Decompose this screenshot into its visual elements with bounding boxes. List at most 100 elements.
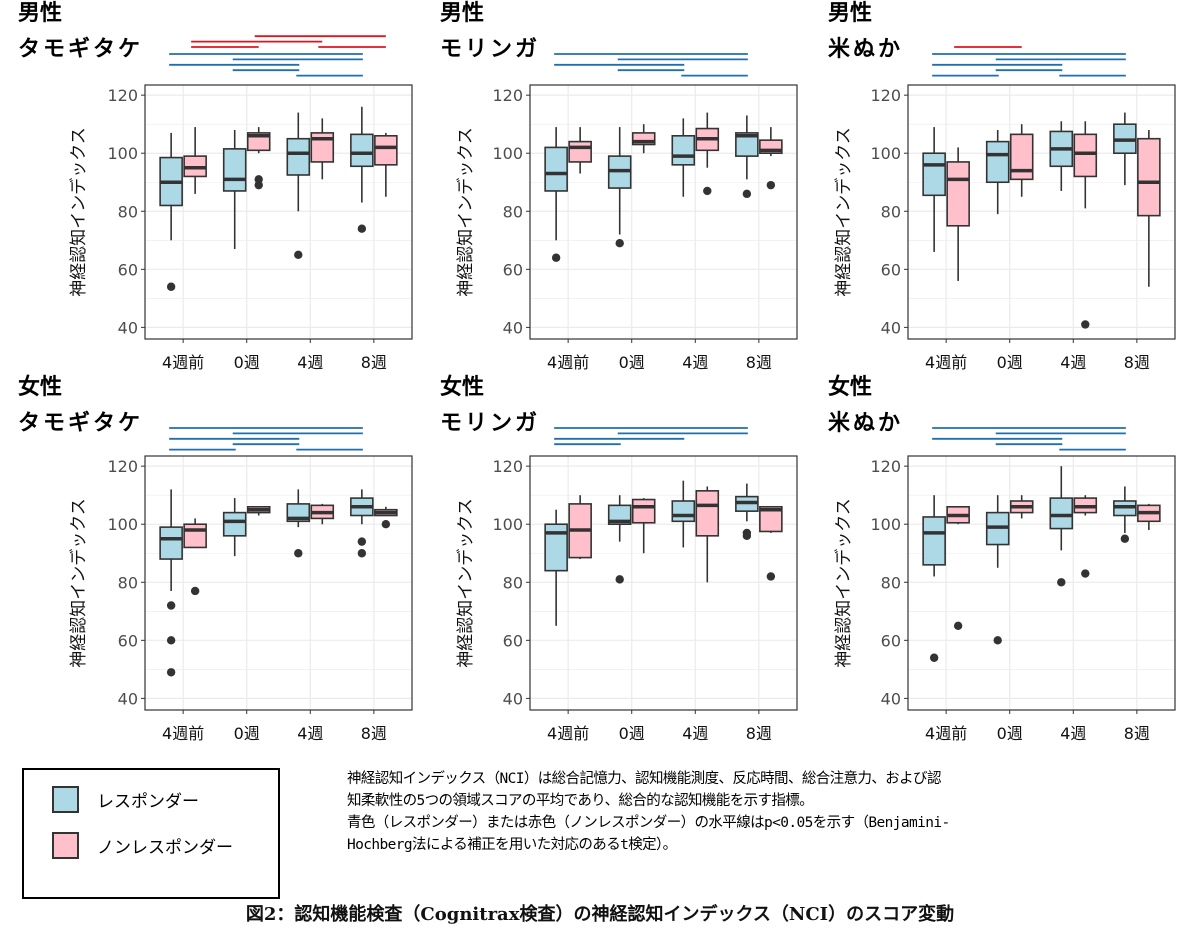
panel-title: 米ぬか bbox=[828, 411, 903, 436]
outlier-point bbox=[357, 537, 367, 546]
box-iqr bbox=[671, 500, 696, 523]
panel-title: 男性 bbox=[18, 1, 62, 26]
box-iqr bbox=[544, 146, 568, 192]
box-nonresponder bbox=[1137, 503, 1161, 531]
x-tick-label: 8週 bbox=[746, 353, 772, 372]
legend: レスポンダー ノンレスポンダー bbox=[22, 768, 280, 899]
box-iqr bbox=[671, 135, 696, 166]
plot-border bbox=[529, 455, 798, 711]
box-nonresponder bbox=[1009, 495, 1034, 519]
y-tick-label: 120 bbox=[107, 86, 138, 105]
box-iqr bbox=[922, 516, 946, 566]
panel-title: タモギタケ bbox=[18, 411, 143, 436]
box-responder bbox=[222, 129, 247, 250]
panel-title: 女性 bbox=[828, 374, 872, 400]
outlier-point bbox=[1120, 534, 1130, 543]
outlier-point bbox=[294, 549, 303, 558]
box-iqr bbox=[985, 140, 1010, 184]
box-nonresponder bbox=[246, 127, 271, 190]
y-axis-title: 神経認知インデックス bbox=[833, 127, 854, 297]
box-nonresponder bbox=[946, 147, 970, 281]
box-nonresponder bbox=[631, 124, 656, 154]
box-nonresponder bbox=[759, 505, 783, 581]
box-nonresponder bbox=[568, 495, 592, 560]
outlier-point bbox=[1057, 578, 1066, 587]
outlier-point bbox=[254, 175, 263, 184]
outlier-point bbox=[357, 549, 367, 558]
box-responder bbox=[735, 483, 759, 541]
box-iqr bbox=[222, 148, 247, 192]
box-iqr bbox=[374, 135, 398, 166]
box-responder bbox=[735, 115, 759, 199]
outlier-point bbox=[190, 586, 200, 596]
y-tick-label: 80 bbox=[881, 202, 901, 221]
box-nonresponder bbox=[310, 118, 335, 180]
panel-title: 男性 bbox=[440, 1, 484, 26]
plot-background bbox=[530, 85, 797, 339]
box-responder bbox=[1049, 121, 1074, 191]
y-axis-title: 神経認知インデックス bbox=[68, 127, 89, 297]
note-line: 神経認知インデックス（NCI）は総合記憶力、認知機能測度、反応時間、総合注意力、… bbox=[347, 771, 941, 787]
box-responder bbox=[671, 480, 696, 548]
outlier-point bbox=[1081, 320, 1090, 329]
box-responder bbox=[607, 495, 632, 584]
y-axis-title: 神経認知インデックス bbox=[68, 498, 89, 668]
outlier-point bbox=[1081, 569, 1090, 578]
x-tick-label: 8週 bbox=[361, 724, 387, 743]
outlier-point bbox=[929, 653, 939, 662]
box-iqr bbox=[759, 505, 783, 533]
x-tick-label: 4週前 bbox=[925, 353, 967, 372]
box-responder bbox=[159, 132, 183, 291]
outlier-point bbox=[703, 186, 712, 196]
box-responder bbox=[350, 106, 374, 233]
box-iqr bbox=[568, 140, 592, 163]
outlier-point bbox=[166, 601, 176, 610]
y-tick-label: 120 bbox=[492, 457, 523, 476]
y-tick-label: 100 bbox=[870, 144, 901, 163]
y-tick-label: 120 bbox=[107, 457, 138, 476]
box-responder bbox=[922, 495, 946, 662]
outlier-point bbox=[166, 668, 176, 677]
box-iqr bbox=[631, 498, 656, 524]
box-iqr bbox=[1137, 137, 1161, 217]
box-responder bbox=[985, 129, 1010, 215]
x-tick-label: 8週 bbox=[1124, 724, 1150, 743]
box-iqr bbox=[695, 490, 720, 537]
y-tick-label: 120 bbox=[870, 457, 901, 476]
y-tick-label: 120 bbox=[870, 86, 901, 105]
box-iqr bbox=[1073, 133, 1098, 178]
box-responder bbox=[1113, 486, 1137, 543]
box-responder bbox=[985, 495, 1010, 645]
panel-title: モリンガ bbox=[440, 411, 540, 436]
x-tick-label: 4週 bbox=[297, 353, 323, 372]
y-tick-label: 80 bbox=[881, 573, 901, 592]
box-nonresponder bbox=[695, 486, 720, 583]
y-tick-label: 80 bbox=[118, 573, 138, 592]
outlier-point bbox=[254, 180, 263, 190]
box-responder bbox=[286, 112, 311, 260]
box-iqr bbox=[607, 504, 632, 526]
outlier-point bbox=[551, 253, 561, 262]
y-tick-label: 40 bbox=[118, 318, 138, 337]
x-tick-label: 0週 bbox=[619, 353, 645, 372]
box-nonresponder bbox=[631, 498, 656, 554]
plot-border bbox=[529, 84, 798, 340]
box-nonresponder bbox=[310, 503, 335, 525]
x-tick-label: 4週 bbox=[1060, 353, 1086, 372]
legend-key-responder bbox=[52, 786, 79, 813]
x-tick-label: 8週 bbox=[1124, 353, 1150, 372]
y-axis-title: 神経認知インデックス bbox=[455, 127, 476, 297]
y-tick-label: 40 bbox=[503, 318, 523, 337]
y-tick-label: 60 bbox=[118, 631, 138, 650]
outlier-point bbox=[993, 636, 1002, 645]
box-nonresponder bbox=[246, 505, 271, 516]
y-tick-label: 40 bbox=[503, 689, 523, 708]
x-tick-label: 4週 bbox=[682, 353, 708, 372]
x-tick-label: 4週 bbox=[297, 724, 323, 743]
box-nonresponder bbox=[568, 127, 592, 174]
outlier-point bbox=[166, 282, 176, 291]
box-nonresponder bbox=[1009, 124, 1034, 197]
box-nonresponder bbox=[759, 127, 783, 190]
